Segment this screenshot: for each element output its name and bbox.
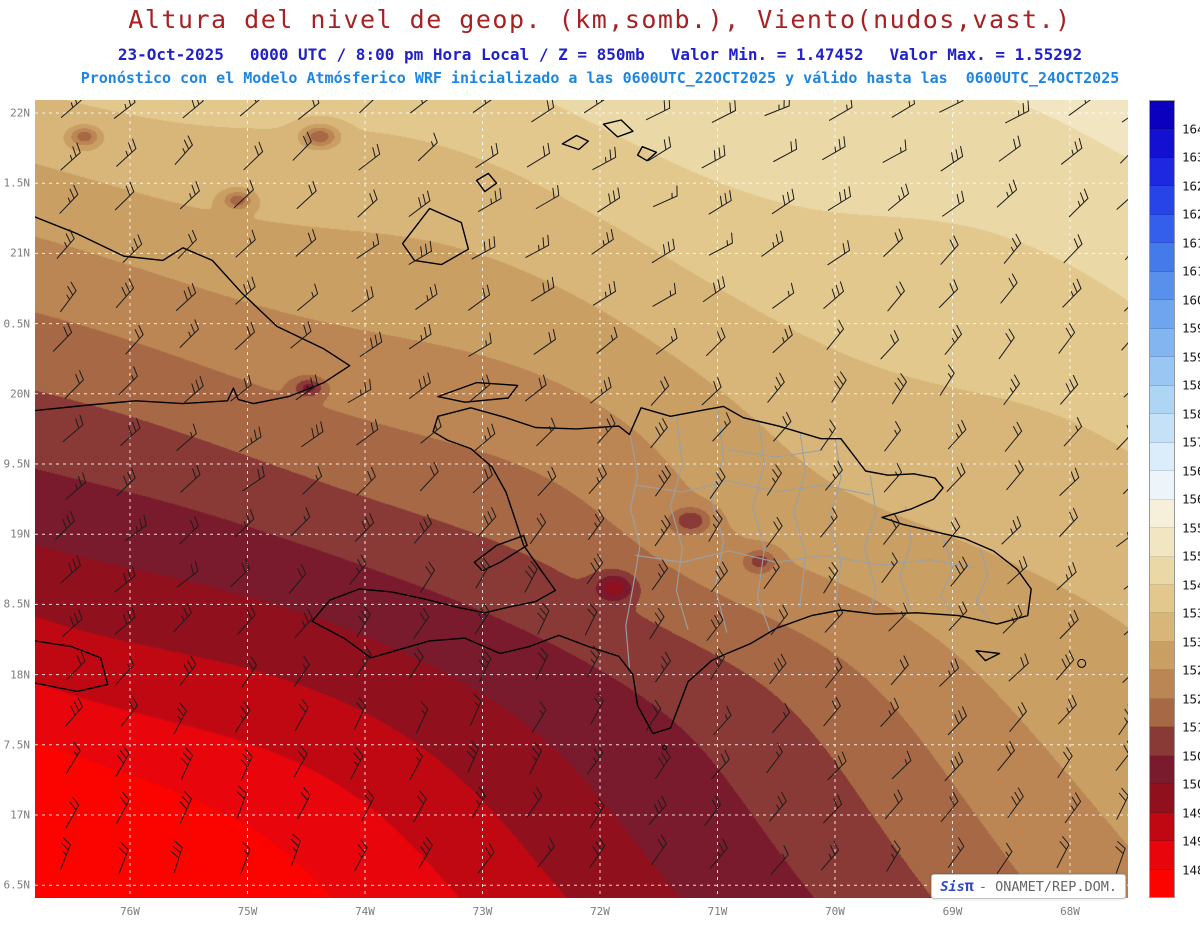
colorbar-tick-label: 1503 bbox=[1182, 776, 1200, 792]
date-text: 23-Oct-2025 bbox=[117, 45, 224, 64]
colorbar-cell bbox=[1150, 271, 1174, 301]
colorbar-tick-label: 1641 bbox=[1182, 121, 1200, 136]
lon-tick-label: 76W bbox=[120, 905, 140, 918]
map-overlay-svg bbox=[35, 100, 1128, 898]
colorbar-cell bbox=[1150, 499, 1174, 529]
valid-time-text: 0000 UTC / 8:00 pm Hora Local / Z = 850m… bbox=[249, 45, 645, 64]
colorbar-tick-label: 1563 bbox=[1182, 491, 1200, 507]
colorbar-tick-label: 1629 bbox=[1182, 178, 1200, 193]
colorbar-cell bbox=[1150, 471, 1174, 500]
colorbar-cell bbox=[1150, 584, 1174, 614]
colorbar-tick-label: 1587 bbox=[1182, 377, 1200, 393]
max-value-text: Valor Max. = 1.55292 bbox=[889, 45, 1083, 64]
lon-tick-label: 70W bbox=[825, 905, 845, 918]
coastlines bbox=[35, 119, 1032, 735]
colorbar-tick-label: 1611 bbox=[1182, 263, 1200, 279]
lat-tick-label: 1.5N bbox=[3, 176, 31, 190]
colorbar-cell bbox=[1150, 442, 1174, 472]
lon-tick-label: 73W bbox=[472, 905, 493, 918]
colorbar-cell bbox=[1150, 101, 1174, 130]
colorbar-cell bbox=[1150, 727, 1174, 756]
gridlines bbox=[35, 100, 1128, 898]
colorbar-cell bbox=[1150, 613, 1174, 642]
lat-tick-label: 6.5N bbox=[3, 878, 31, 892]
colorbar-tick-label: 1485 bbox=[1182, 862, 1200, 877]
colorbar-tick-label: 1533 bbox=[1182, 634, 1200, 649]
lon-tick-label: 75W bbox=[237, 905, 258, 918]
colorbar-tick-label: 1575 bbox=[1182, 434, 1200, 450]
lat-tick-label: 0.5N bbox=[3, 317, 31, 331]
colorbar-tick-label: 1497 bbox=[1182, 805, 1200, 820]
colorbar-cell bbox=[1150, 641, 1174, 671]
colorbar-cell bbox=[1150, 841, 1174, 870]
wind-barbs bbox=[53, 100, 1128, 875]
contour-field-canvas bbox=[35, 100, 1128, 898]
watermark-org: - ONAMET/REP.DOM. bbox=[978, 879, 1117, 895]
colorbar-cell bbox=[1150, 755, 1174, 785]
colorbar-tick-label: 1527 bbox=[1182, 662, 1200, 678]
watermark-brand: Sis bbox=[940, 879, 965, 895]
colorbar-cell bbox=[1150, 670, 1174, 699]
lon-tick-label: 71W bbox=[707, 905, 728, 918]
colorbar-cell bbox=[1150, 328, 1174, 358]
colorbar bbox=[1149, 100, 1175, 898]
lat-tick-label: 22N bbox=[10, 106, 30, 120]
lat-tick-label: 8.5N bbox=[3, 597, 31, 611]
colorbar-tick-label: 1557 bbox=[1182, 520, 1200, 535]
lat-tick-label: 19N bbox=[10, 527, 30, 541]
page-title: Altura del nivel de geop. (km,somb.), Vi… bbox=[128, 5, 1072, 34]
colorbar-cell bbox=[1150, 414, 1174, 443]
watermark-pi: π bbox=[964, 877, 974, 895]
lat-tick-label: 7.5N bbox=[3, 738, 31, 752]
watermark-badge: Sisπ - ONAMET/REP.DOM. bbox=[931, 874, 1126, 899]
lat-tick-label: 18N bbox=[10, 668, 30, 682]
header-datetime-row: 23-Oct-2025 0000 UTC / 8:00 pm Hora Loca… bbox=[0, 45, 1200, 64]
lat-tick-label: 17N bbox=[10, 808, 30, 822]
colorbar-cell bbox=[1150, 129, 1174, 158]
colorbar-tick-label: 1635 bbox=[1182, 149, 1200, 165]
colorbar-cell bbox=[1150, 698, 1174, 728]
colorbar-tick-label: 1539 bbox=[1182, 605, 1200, 621]
colorbar-tick-label: 1545 bbox=[1182, 577, 1200, 592]
lon-tick-label: 74W bbox=[355, 905, 375, 918]
colorbar-tick-label: 1617 bbox=[1182, 235, 1200, 250]
colorbar-cell bbox=[1150, 869, 1174, 898]
lat-tick-label: 21N bbox=[10, 246, 30, 260]
colorbar-tick-label: 1599 bbox=[1182, 320, 1200, 336]
colorbar-cell bbox=[1150, 243, 1174, 272]
colorbar-cell bbox=[1150, 186, 1174, 215]
colorbar-tick-label: 1521 bbox=[1182, 691, 1200, 706]
colorbar-tick-label: 1491 bbox=[1182, 833, 1200, 849]
colorbar-cell bbox=[1150, 528, 1174, 557]
colorbar-cell bbox=[1150, 812, 1174, 842]
colorbar-cell bbox=[1150, 300, 1174, 329]
colorbar-cell bbox=[1150, 556, 1174, 585]
lon-tick-label: 72W bbox=[590, 905, 610, 918]
colorbar-cell bbox=[1150, 385, 1174, 415]
lon-tick-label: 68W bbox=[1060, 905, 1080, 918]
lat-tick-label: 20N bbox=[10, 387, 30, 401]
colorbar-cell bbox=[1150, 157, 1174, 187]
min-value-text: Valor Min. = 1.47452 bbox=[670, 45, 864, 64]
beata-islet-outline bbox=[662, 745, 668, 751]
colorbar-tick-label: 1509 bbox=[1182, 748, 1200, 763]
colorbar-tick-label: 1593 bbox=[1182, 349, 1200, 364]
colorbar-tick-label: 1605 bbox=[1182, 292, 1200, 307]
colorbar-cell bbox=[1150, 784, 1174, 813]
province-borders bbox=[625, 407, 989, 668]
colorbar-cell bbox=[1150, 357, 1174, 386]
mona-island-outline bbox=[1077, 658, 1087, 668]
lat-tick-label: 9.5N bbox=[3, 457, 31, 471]
model-info-text: Pronóstico con el Modelo Atmósferico WRF… bbox=[80, 69, 1120, 87]
colorbar-tick-label: 1569 bbox=[1182, 463, 1200, 478]
colorbar-tick-label: 1623 bbox=[1182, 206, 1200, 222]
colorbar-tick-label: 1551 bbox=[1182, 548, 1200, 564]
lon-tick-label: 69W bbox=[942, 905, 963, 918]
colorbar-cell bbox=[1150, 214, 1174, 244]
colorbar-tick-label: 1581 bbox=[1182, 406, 1200, 421]
